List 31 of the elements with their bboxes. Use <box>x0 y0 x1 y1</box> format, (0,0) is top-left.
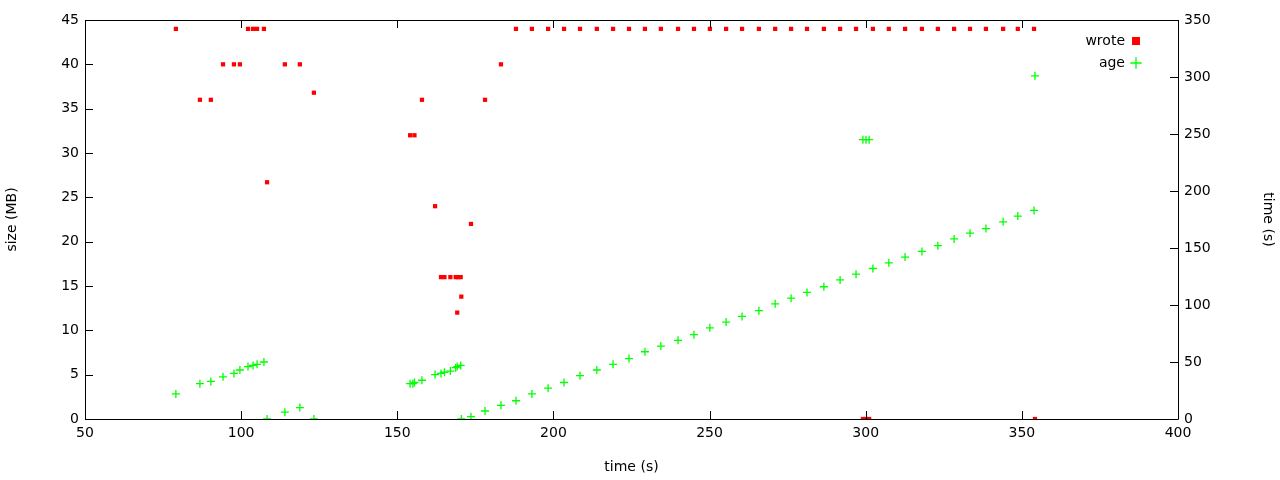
x-tick-label: 350 <box>1008 424 1036 441</box>
y-tick-label: 35 <box>61 99 79 116</box>
x-axis-title: time (s) <box>604 458 659 475</box>
y2-tick-label: 100 <box>1184 295 1211 312</box>
y2-tick-label: 150 <box>1184 238 1211 255</box>
y-tick-label: 45 <box>61 10 79 27</box>
y-tick-label: 25 <box>61 187 79 204</box>
legend-label: age <box>1098 53 1125 70</box>
y-tick-label: 5 <box>70 365 79 382</box>
y2-tick-label: 300 <box>1184 67 1211 84</box>
y-tick-label: 15 <box>61 276 79 293</box>
x-tick-label: 150 <box>383 424 411 441</box>
x-tick-label: 200 <box>540 424 567 441</box>
y2-tick-label: 50 <box>1184 352 1202 369</box>
y2-tick-label: 250 <box>1184 124 1211 141</box>
y2-axis-title: time (s) <box>1260 192 1277 247</box>
y-axis-title: size (MB) <box>3 187 20 252</box>
y-tick-label: 0 <box>70 409 79 426</box>
y-tick-label: 20 <box>61 232 79 249</box>
x-tick-label: 250 <box>696 424 723 441</box>
x-tick-label: 300 <box>852 424 880 441</box>
y2-tick-label: 0 <box>1184 409 1193 426</box>
y-tick-label: 40 <box>61 54 79 71</box>
legend-label: wrote <box>1085 31 1125 48</box>
y-tick-label: 10 <box>61 320 79 337</box>
x-tick-label: 100 <box>227 424 255 441</box>
y2-tick-label: 350 <box>1184 10 1211 27</box>
x-tick-label: 50 <box>76 424 94 441</box>
y2-tick-label: 200 <box>1184 181 1211 198</box>
x-tick-label: 400 <box>1164 424 1192 441</box>
y-tick-label: 30 <box>61 143 79 160</box>
